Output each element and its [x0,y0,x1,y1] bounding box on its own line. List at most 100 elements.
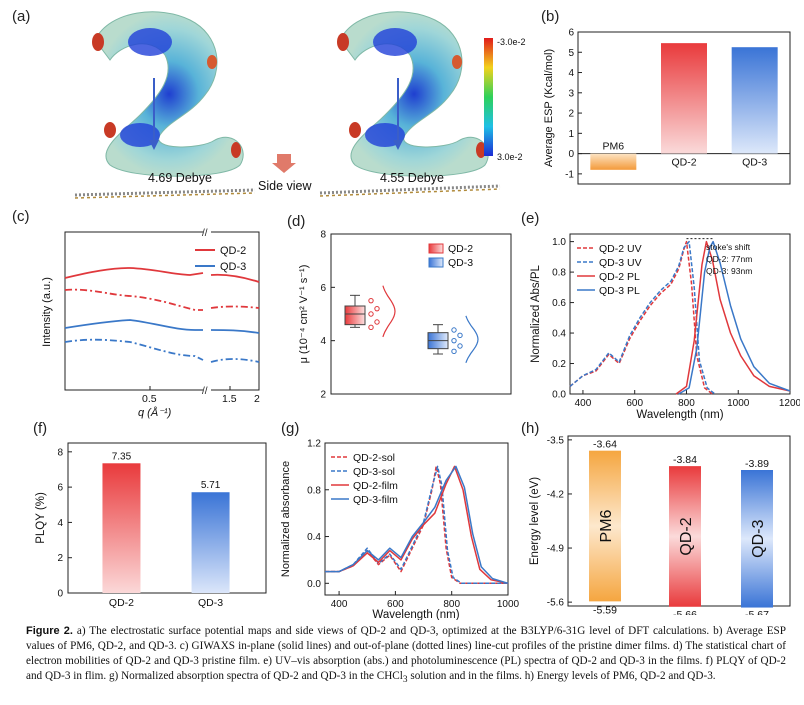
homo-label: -5.67 [745,609,769,615]
legend-qd3-label: QD-3 [448,257,473,269]
distribution-curve [382,285,396,338]
figure-caption: Figure 2. a) The electrostatic surface p… [26,624,786,688]
panel-f-letter: (f) [33,420,48,437]
y-axis-label: Normalized Abs/PL [530,264,542,362]
down-arrow-icon [272,154,296,173]
x-tick-label: 1000 [497,599,520,610]
x-axis-label: Wavelength (nm) [372,609,459,620]
y-tick-label: 0 [57,589,63,600]
panel-h-chart: -3.5 -4.2 -4.9 -5.6 -3.64 -5.59 PM6 -3.84 -5.66… [529,435,791,615]
lumo-label: -3.84 [673,454,697,466]
data-point [457,343,463,349]
data-point [368,324,374,331]
qd3-dipole-label: 4.55 Debye [380,171,444,185]
caption-text: a) The electrostatic surface potential m… [26,625,786,682]
y-axis-label: Normalized absorbance [280,461,292,577]
series-qd-2-film [325,465,509,585]
y-tick-label: 0.0 [307,579,321,590]
bar-qd-2 [661,43,707,154]
qd2-esp-map [92,11,244,177]
qd2-dipole-label: 4.69 Debye [148,171,212,185]
caption-text-end: solution and in the films. h) Energy lev… [407,670,716,682]
panel-b-chart: -1 0 1 2 3 4 5 6 PM6 QD-2 QD-3 Average ESP (Kcal/… [543,28,791,185]
y-tick-label: 0.6 [552,298,566,309]
plot-frame [577,31,791,185]
data-point [374,319,380,325]
panel-d-letter: (d) [287,213,306,230]
material-label: QD-2 [678,517,695,555]
plot-frame [67,442,267,594]
series-qd-3-pl [678,240,791,395]
data-point [451,337,457,344]
y-axis-label: Energy level (eV) [529,477,541,565]
material-label: PM6 [598,509,615,542]
y-tick-label: 0.8 [552,268,566,279]
y-tick-label: 2 [568,109,574,120]
category-label: QD-3 [198,597,223,609]
y-tick-label: 3 [568,88,574,99]
panel-g-letter: (g) [281,420,300,437]
panel-h-letter: (h) [521,420,540,437]
box-qd-2 [344,305,366,326]
x-axis-label: Wavelength (nm) [636,409,723,421]
x-tick-label: 2 [254,393,260,405]
series-qd-3-sol [325,465,508,585]
y-tick-label: 2 [320,390,326,401]
panel-b-letter: (b) [541,8,560,25]
qd2-side-view [74,188,256,199]
panel-a-figure: 4.69 Debye 4.55 Debye Side view -3.0e-2 … [74,11,526,199]
series-qd-2-uv [569,240,713,395]
series-qd-2-pl [675,240,791,395]
data-point [451,348,457,355]
axis-break-mark-bottom: // [202,386,208,397]
x-tick-label: 600 [387,599,404,610]
lumo-label: -3.89 [745,458,769,470]
stokes-shift-title: stoke's shift [706,242,751,252]
series-qd-3-uv [569,240,716,395]
y-tick-label: -5.6 [547,598,565,609]
legend-qd3-label: QD-3 [220,261,246,273]
y-tick-label: 6 [320,283,326,294]
level-bar-pm6 [589,450,621,602]
legend: QD-2-sol QD-3-sol QD-2-film QD-3-film [331,452,398,506]
y-tick-label: 8 [320,230,326,241]
category-label: QD-2 [671,157,696,169]
legend: QD-2 UV QD-3 UV QD-2 PL QD-3 PL [577,243,642,297]
side-view-label: Side view [258,179,312,193]
y-tick-label: 0.2 [552,359,566,370]
distribution-curve [465,315,479,364]
y-tick-label: 1 [568,129,574,140]
y-tick-label: 6 [57,483,63,494]
x-tick-label: 1200 [779,398,800,409]
category-label: QD-3 [742,157,767,169]
qd3-side-view [319,184,501,197]
qd2-inplane-line [64,267,260,283]
axis-break-mark-top: // [202,228,208,239]
legend-qd2-label: QD-2 [220,245,246,257]
qd3-esp-map [337,11,489,177]
plot-frame [64,231,260,391]
plot-frame [324,442,509,596]
x-tick-label: 1.5 [222,393,237,405]
y-tick-label: 0 [568,149,574,160]
y-tick-label: 0.8 [307,485,321,496]
panel-a-letter: (a) [12,8,31,25]
caption-label: Figure 2. [26,625,73,637]
series-qd-3-film [325,465,509,585]
y-tick-label: -4.9 [547,544,565,555]
y-tick-label: 0.0 [552,390,566,401]
x-tick-label: 800 [443,599,460,610]
x-tick-label: 400 [575,398,592,409]
y-tick-label: 2 [57,553,63,564]
bar-value-label: 7.35 [112,451,132,462]
data-point [374,305,380,312]
panel-e-chart: 400 600 800 1000 1200 0.0 0.2 0.4 0.6 0.8 1.0 QD-2… [530,233,800,421]
y-tick-label: 4 [568,68,574,79]
y-tick-label: 1.0 [552,237,566,248]
legend-label: QD-2 PL [599,271,640,283]
data-point [368,311,374,317]
panel-g-chart: 400 600 800 1000 0.0 0.4 0.8 1.2 QD-2-sol QD-3-… [280,439,520,621]
data-point [451,327,457,333]
x-tick-label: 400 [331,599,348,610]
legend-label: QD-2-sol [353,452,395,464]
